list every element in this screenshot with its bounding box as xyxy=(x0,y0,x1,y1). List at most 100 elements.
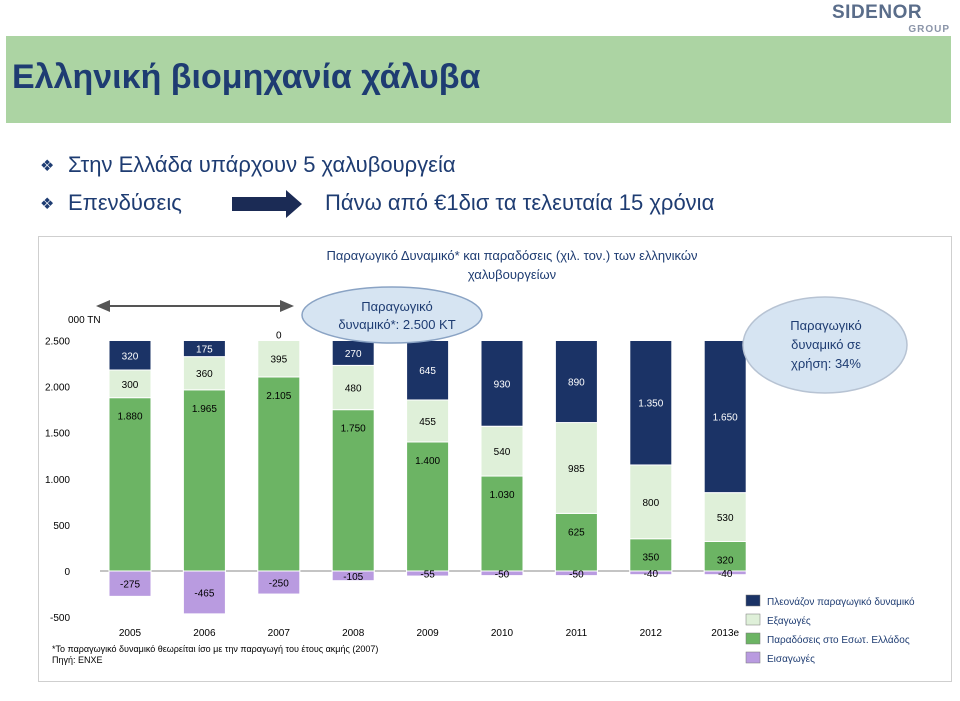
bar-value-label: 1.350 xyxy=(638,399,663,410)
bar-segment xyxy=(108,397,152,572)
bar-segment xyxy=(331,570,375,582)
bar-value-label: 1.880 xyxy=(117,412,142,423)
bar-value-label: 270 xyxy=(345,349,362,360)
bar-segment xyxy=(480,475,524,572)
x-tick-label: 2012 xyxy=(640,628,663,639)
top-bar: SIDENOR GROUP xyxy=(0,0,960,36)
y-tick-label: -500 xyxy=(50,613,70,624)
bar-value-label: 455 xyxy=(419,417,436,428)
bar-value-label: 890 xyxy=(568,378,585,389)
bar-value-label: -250 xyxy=(269,579,289,590)
bar-segment xyxy=(257,570,301,595)
bar-value-label: 540 xyxy=(494,447,511,458)
bar-value-label: 480 xyxy=(345,384,362,395)
bullet-2-right: Πάνω από €1δισ τα τελευταία 15 χρόνια xyxy=(325,190,715,215)
bullet-2-left: Επενδύσεις xyxy=(68,190,182,215)
bar-value-label: 360 xyxy=(196,369,213,380)
bar-segment xyxy=(182,340,226,358)
bar-value-label: -465 xyxy=(194,588,214,599)
legend: Πλεονάζον παραγωγικό δυναμικό Εξαγωγές Παρ… xyxy=(745,594,915,665)
bar-value-label: 175 xyxy=(196,345,213,356)
bar-segment xyxy=(406,570,450,577)
bar-segment xyxy=(480,340,524,427)
bar-segment xyxy=(554,340,598,424)
bar-value-label: -40 xyxy=(644,569,659,580)
bar-segment xyxy=(554,512,598,572)
bars: 2005 2006 2007 2008 2009 2010 2011 2012 2013e 1.8… xyxy=(108,331,747,639)
bar-segment xyxy=(257,340,301,378)
bar-segment xyxy=(108,340,152,371)
ellipse-right-line1: Παραγωγικό xyxy=(790,318,861,333)
y-tick-label: 1.500 xyxy=(45,429,70,440)
span-arrow-right-head xyxy=(280,300,294,312)
legend-label: Εξαγωγές xyxy=(767,615,811,627)
source-note: Πηγή: ΕΝΧΕ xyxy=(52,655,103,665)
legend-swatch xyxy=(745,651,761,664)
legend-swatch xyxy=(745,594,761,607)
bar-segment xyxy=(554,422,598,514)
page-title: Ελληνική βιομηχανία χάλυβα xyxy=(12,58,481,96)
bar-segment xyxy=(629,340,673,466)
legend-label: Παραδόσεις στο Εσωτ. Ελλάδος xyxy=(767,634,910,646)
bar-value-label: 320 xyxy=(717,555,734,566)
diamond-bullet-icon: ❖ xyxy=(40,196,55,214)
sidenor-logo: SIDENOR GROUP xyxy=(832,2,952,35)
legend-label: Πλεονάζον παραγωγικό δυναμικό xyxy=(767,596,915,608)
y-tick-label: 2.500 xyxy=(45,337,70,348)
legend-swatch xyxy=(745,613,761,626)
bar-segment xyxy=(703,570,747,576)
bar-value-label: 2.105 xyxy=(266,391,291,402)
logo-main: SIDENOR xyxy=(832,2,923,23)
legend-label: Εισαγωγές xyxy=(767,653,815,665)
span-arrow-left-head xyxy=(96,300,110,312)
chart-title-line1: Παραγωγικό Δυναμικό* και παραδόσεις (χιλ… xyxy=(327,248,698,263)
logo-sub: GROUP xyxy=(908,24,950,35)
bar-segment xyxy=(629,464,673,540)
x-tick-label: 2006 xyxy=(193,628,216,639)
bar-value-label: 1.750 xyxy=(341,424,366,435)
bar-segment xyxy=(257,376,301,572)
bar-value-label: 530 xyxy=(717,513,734,524)
x-tick-label: 2005 xyxy=(119,628,142,639)
bar-value-label: -275 xyxy=(120,580,140,591)
x-tick-label: 2008 xyxy=(342,628,365,639)
bar-value-label: 1.965 xyxy=(192,404,217,415)
ellipse-left: Παραγωγικό δυναμικό*: 2.500 ΚΤ xyxy=(301,286,483,344)
bar-segment xyxy=(554,570,598,577)
ellipse-right-line2: δυναμικό σε xyxy=(791,337,861,352)
bar-value-label: 300 xyxy=(122,380,139,391)
bar-segment xyxy=(331,409,375,572)
ellipse-right: Παραγωγικό δυναμικό σε χρήση: 34% xyxy=(742,296,908,394)
bar-segment xyxy=(703,340,747,494)
x-tick-label: 2013e xyxy=(711,628,739,639)
bar-value-label: -55 xyxy=(420,570,435,581)
unit-label: 000 ΤΝ xyxy=(68,315,101,326)
x-tick-label: 2009 xyxy=(416,628,439,639)
y-tick-label: 500 xyxy=(53,521,70,532)
bar-segment xyxy=(629,570,673,576)
bullet-2: ❖ Επενδύσεις xyxy=(40,190,182,216)
bullet-1: ❖ Στην Ελλάδα υπάρχουν 5 χαλυβουργεία xyxy=(40,152,456,178)
bullet-1-text: Στην Ελλάδα υπάρχουν 5 χαλυβουργεία xyxy=(68,152,456,177)
y-tick-label: 2.000 xyxy=(45,383,70,394)
ellipse-right-line3: χρήση: 34% xyxy=(791,356,861,371)
bar-value-label: 645 xyxy=(419,366,436,377)
bar-value-label: 1.400 xyxy=(415,456,440,467)
bar-value-label: 0 xyxy=(276,331,282,342)
bar-segment xyxy=(182,570,226,615)
bar-value-label: 350 xyxy=(642,553,659,564)
bar-segment xyxy=(108,570,152,597)
bar-value-label: 1.030 xyxy=(489,490,514,501)
bar-segment xyxy=(182,389,226,572)
title-band: Ελληνική βιομηχανία χάλυβα xyxy=(6,36,951,123)
bar-value-label: 320 xyxy=(122,351,139,362)
bar-segment xyxy=(480,570,524,577)
bar-value-label: -50 xyxy=(495,569,510,580)
x-tick-label: 2011 xyxy=(566,628,588,639)
diamond-bullet-icon: ❖ xyxy=(40,158,55,176)
x-tick-label: 2010 xyxy=(491,628,514,639)
bar-value-label: -105 xyxy=(343,572,363,583)
bar-value-label: 1.650 xyxy=(713,413,738,424)
y-tick-label: 0 xyxy=(64,567,70,578)
